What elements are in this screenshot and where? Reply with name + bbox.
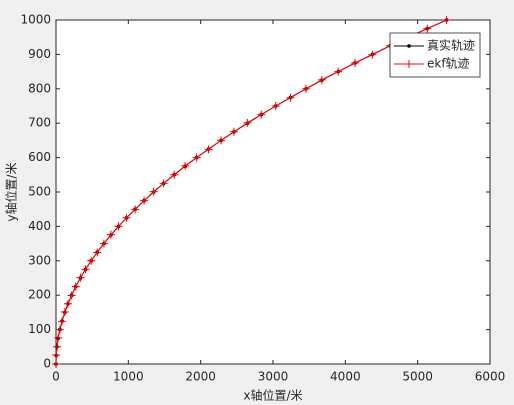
legend-marker bbox=[405, 60, 413, 68]
point bbox=[52, 360, 60, 368]
point bbox=[204, 145, 213, 154]
point bbox=[423, 24, 432, 33]
y-tick-label: 400 bbox=[28, 219, 51, 233]
point bbox=[53, 342, 62, 351]
x-tick-label: 1000 bbox=[113, 370, 144, 384]
point bbox=[55, 325, 64, 334]
x-axis-label: x轴位置/米 bbox=[243, 388, 302, 403]
y-tick-label: 500 bbox=[28, 185, 51, 199]
point bbox=[106, 230, 115, 239]
point bbox=[257, 110, 266, 119]
x-tick-label: 6000 bbox=[475, 370, 506, 384]
point bbox=[58, 317, 67, 326]
y-tick-label: 800 bbox=[28, 81, 51, 95]
point bbox=[368, 50, 377, 59]
point bbox=[170, 170, 179, 179]
y-tick-label: 200 bbox=[28, 288, 51, 302]
point bbox=[71, 282, 80, 291]
point bbox=[99, 239, 108, 248]
point bbox=[334, 67, 343, 76]
point bbox=[243, 118, 252, 127]
y-tick-label: 300 bbox=[28, 253, 51, 267]
point bbox=[114, 222, 123, 231]
point bbox=[192, 153, 201, 162]
point bbox=[301, 84, 310, 93]
y-tick-label: 900 bbox=[28, 47, 51, 61]
point bbox=[60, 308, 69, 317]
point bbox=[149, 187, 158, 196]
legend-marker bbox=[407, 44, 411, 48]
x-tick-label: 5000 bbox=[402, 370, 433, 384]
point bbox=[140, 196, 149, 205]
point bbox=[93, 248, 102, 257]
legend-box bbox=[389, 32, 481, 78]
x-tick-label: 2000 bbox=[185, 370, 216, 384]
legend-label: 真实轨迹 bbox=[427, 38, 475, 53]
point bbox=[81, 265, 90, 274]
point bbox=[442, 16, 451, 24]
point bbox=[67, 291, 76, 300]
point bbox=[122, 213, 131, 222]
point bbox=[63, 299, 72, 308]
x-tick-label: 4000 bbox=[330, 370, 361, 384]
legend-label: ekf轨迹 bbox=[427, 57, 470, 71]
point bbox=[159, 179, 168, 188]
point bbox=[286, 93, 295, 102]
point bbox=[54, 333, 63, 342]
x-tick-label: 3000 bbox=[258, 370, 289, 384]
y-tick-label: 700 bbox=[28, 116, 51, 130]
point bbox=[271, 102, 280, 110]
x-tick-label: 0 bbox=[52, 370, 60, 384]
point bbox=[181, 161, 190, 170]
y-tick-label: 600 bbox=[28, 150, 51, 164]
y-tick-label: 0 bbox=[43, 357, 51, 371]
y-tick-label: 1000 bbox=[20, 13, 51, 27]
point bbox=[229, 127, 238, 136]
point bbox=[317, 75, 326, 84]
point bbox=[131, 205, 140, 214]
point bbox=[76, 273, 85, 282]
point bbox=[52, 351, 61, 360]
point bbox=[87, 256, 96, 265]
y-tick-label: 100 bbox=[28, 322, 51, 336]
point bbox=[217, 136, 226, 145]
point bbox=[351, 59, 360, 67]
y-axis-label: y轴位置/米 bbox=[4, 162, 19, 221]
